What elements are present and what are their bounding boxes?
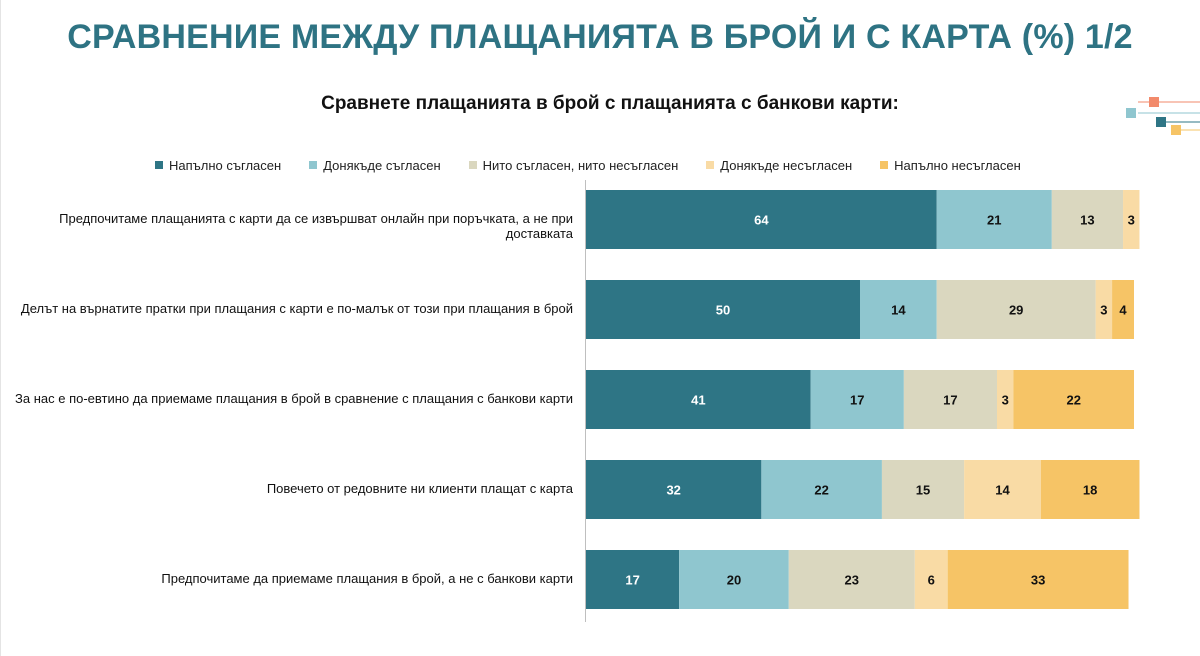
category-label-0: Предпочитаме плащанията с карти да се из… [59, 210, 573, 241]
bar-segment-1-4 [1112, 280, 1134, 339]
legend-swatch-0 [155, 161, 163, 169]
bar-segment-2-4 [1013, 370, 1134, 429]
bar-value-label-1-3: 3 [1100, 303, 1107, 318]
bar-segment-2-2 [903, 370, 997, 429]
bar-value-label-4-2: 23 [845, 573, 859, 588]
bar-segment-2-3 [997, 370, 1014, 429]
legend-label-3: Донякъде несъгласен [720, 157, 853, 173]
page-title: СРАВНЕНИЕ МЕЖДУ ПЛАЩАНИЯТА В БРОЙ И С КА… [67, 18, 1133, 56]
bar-segment-3-2 [881, 460, 965, 519]
bar-segment-4-0 [586, 550, 680, 609]
bar-segment-0-1 [936, 190, 1052, 249]
chart-legend: Напълно съгласен Донякъде съгласен Нито съ… [155, 157, 1049, 173]
bar-value-label-1-1: 14 [891, 303, 906, 318]
legend-swatch-3 [706, 161, 715, 169]
bar-value-label-3-4: 18 [1083, 483, 1097, 498]
bar-value-label-0-2: 13 [1080, 213, 1094, 228]
bar-value-label-4-1: 20 [727, 573, 741, 588]
bar-value-label-2-1: 17 [850, 393, 864, 408]
bar-value-label-4-4: 33 [1031, 573, 1045, 588]
bar-value-label-1-2: 29 [1009, 303, 1023, 318]
bar-value-label-1-0: 50 [716, 303, 730, 318]
category-label-1: Делът на върнатите пратки при плащания с… [20, 300, 573, 316]
bar-segment-3-0 [586, 460, 762, 519]
bar-value-label-2-2: 17 [943, 393, 957, 408]
legend-label-1: Донякъде съгласен [323, 157, 441, 173]
legend-item-2: Нито съгласен, нито несъгласен [468, 157, 679, 173]
bar-segment-3-1 [761, 460, 882, 519]
legend-swatch-1 [309, 161, 318, 169]
page-left-rule [0, 0, 1, 656]
bar-segment-3-4 [1040, 460, 1140, 519]
legend-label-0: Напълно съгласен [169, 157, 282, 173]
bar-segment-0-0 [586, 190, 937, 249]
bar-segment-4-1 [679, 550, 789, 609]
bar-value-label-2-4: 22 [1066, 393, 1080, 408]
legend-swatch-2 [468, 161, 477, 169]
bar-segment-1-0 [586, 280, 860, 339]
legend-swatch-4 [880, 161, 889, 169]
bar-value-label-4-3: 6 [928, 573, 935, 588]
bar-value-label-2-0: 41 [691, 393, 705, 408]
legend-item-3: Донякъде несъгласен [706, 158, 852, 173]
bar-value-label-4-0: 17 [625, 573, 639, 588]
bar-segment-2-1 [810, 370, 904, 429]
bar-segment-4-3 [914, 550, 948, 609]
legend-item-0: Напълно съгласен [155, 158, 281, 173]
bar-segment-2-0 [586, 370, 811, 429]
bar-segment-1-2 [936, 280, 1096, 339]
bar-segment-4-4 [947, 550, 1129, 609]
bar-value-label-1-4: 4 [1119, 303, 1127, 318]
category-label-3: Повечето от редовните ни клиенти плащат … [266, 480, 573, 496]
category-label-4: Предпочитаме да приемаме плащания в брой… [161, 570, 573, 586]
legend-label-4: Напълно несъгласен [894, 157, 1021, 173]
bar-segment-4-2 [788, 550, 915, 609]
decorative-lines-graphic [1126, 97, 1200, 135]
bar-value-label-3-2: 15 [916, 483, 930, 498]
bar-segment-1-1 [860, 280, 937, 339]
bar-value-label-0-3: 3 [1128, 213, 1135, 228]
bar-segment-3-3 [964, 460, 1041, 519]
category-label-2: За нас е по-евтино да приемаме плащания … [15, 390, 573, 406]
bar-value-label-0-1: 21 [987, 213, 1001, 228]
bar-segment-0-2 [1051, 190, 1124, 249]
legend-item-4: Напълно несъгласен [880, 158, 1021, 173]
legend-item-1: Донякъде съгласен [309, 157, 441, 173]
bar-value-label-0-0: 64 [754, 213, 769, 228]
bar-segment-0-3 [1123, 190, 1140, 249]
bar-value-label-2-3: 3 [1002, 393, 1009, 408]
bar-segment-1-3 [1095, 280, 1113, 339]
chart-subtitle: Сравнете плащанията в брой с плащанията … [321, 93, 899, 114]
bar-value-label-3-0: 32 [666, 483, 680, 498]
legend-label-2: Нито съгласен, нито несъгласен [482, 157, 679, 173]
bar-value-label-3-3: 14 [995, 483, 1010, 498]
bar-value-label-3-1: 22 [814, 483, 828, 498]
